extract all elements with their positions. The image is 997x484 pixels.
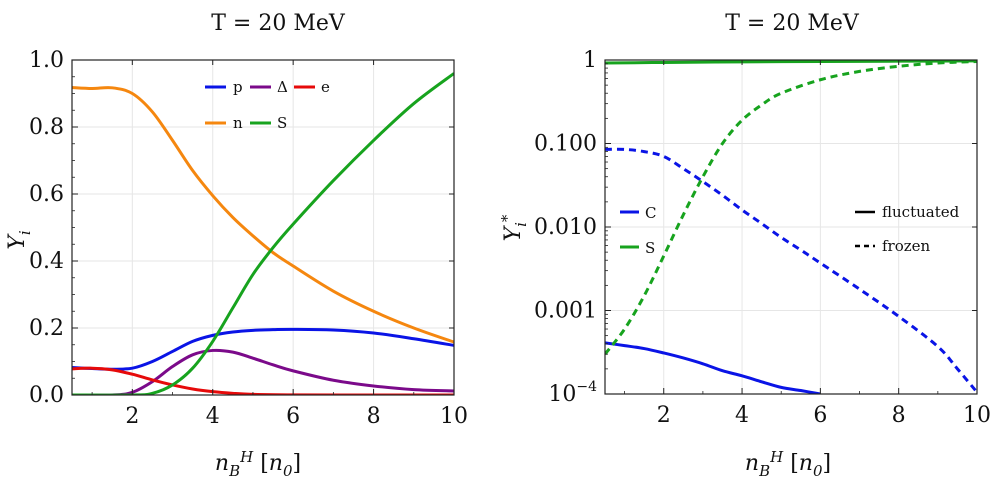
left-legend: p Δ e n S [205,78,330,132]
left-chart-title: T = 20 MeV [211,11,346,36]
x-tick-label: 2 [657,403,671,428]
x-tick-label: 8 [367,404,381,429]
right-legend-species: C S [620,204,656,257]
series-line-n [72,85,454,344]
legend-label-n: n [233,114,243,132]
left-ticks: 2 4 6 8 10 0.0 0.2 0.4 0.6 0.8 1.0 [29,48,468,429]
series-line-c-frozen [605,147,977,394]
legend-label-s: S [277,114,287,132]
right-grid [605,59,978,395]
left-y-axis-label: Yi [5,230,34,250]
y-tick-label: 0.8 [29,115,64,140]
y-tick-label: 0.6 [29,182,64,207]
y-tick-label: 0.2 [29,316,64,341]
x-tick-label: 4 [206,404,220,429]
right-y-axis-label: Yi* [498,214,530,241]
right-x-axis-label: nBH [n0] [745,448,831,480]
left-grid [72,59,455,396]
left-chart: T = 20 MeV 2 4 6 8 10 0.0 0.2 0.4 0.6 0.8 1.0 Yi n… [5,11,468,480]
x-tick-label: 10 [963,403,991,428]
y-tick-label: 0.4 [29,249,64,274]
series-line-e [72,366,454,395]
y-tick-label: 0.0 [29,383,64,408]
right-ticks: 2 4 6 8 10 10−4 0.001 0.010 0.100 1 [534,48,991,428]
x-tick-label: 2 [125,404,139,429]
legend-label-c: C [645,204,656,222]
legend-label-s-right: S [645,239,655,257]
y-tick-label: 10−4 [548,379,597,407]
series-line-c-fluctuated [605,341,821,394]
series-line- [72,348,454,395]
series-line-s [72,72,454,395]
legend-label-p: p [233,78,243,96]
legend-label-fluctuated: fluctuated [882,203,960,221]
legend-label-frozen: frozen [882,237,931,255]
y-tick-label: 0.100 [534,132,597,157]
legend-label-e: e [321,78,330,96]
x-tick-label: 8 [892,403,906,428]
right-legend-style: fluctuated frozen [855,203,960,255]
left-plot-frame [71,59,455,396]
series-line-p [72,327,454,371]
right-chart-title: T = 20 MeV [725,11,860,36]
x-tick-label: 10 [440,404,468,429]
y-tick-label: 1.0 [29,48,64,73]
left-x-axis-label: nBH [n0] [215,448,301,480]
series-line-s-fluctuated [605,60,977,65]
y-tick-label: 1 [583,48,597,73]
x-tick-label: 6 [286,404,300,429]
right-chart: T = 20 MeV 2 4 6 8 10 10−4 0.001 0.010 0.100 1 Yi… [498,11,991,480]
x-tick-label: 4 [735,403,749,428]
y-tick-label: 0.010 [534,215,597,240]
legend-label-delta: Δ [277,78,288,96]
x-tick-label: 6 [813,403,827,428]
y-tick-label: 0.001 [534,299,597,324]
